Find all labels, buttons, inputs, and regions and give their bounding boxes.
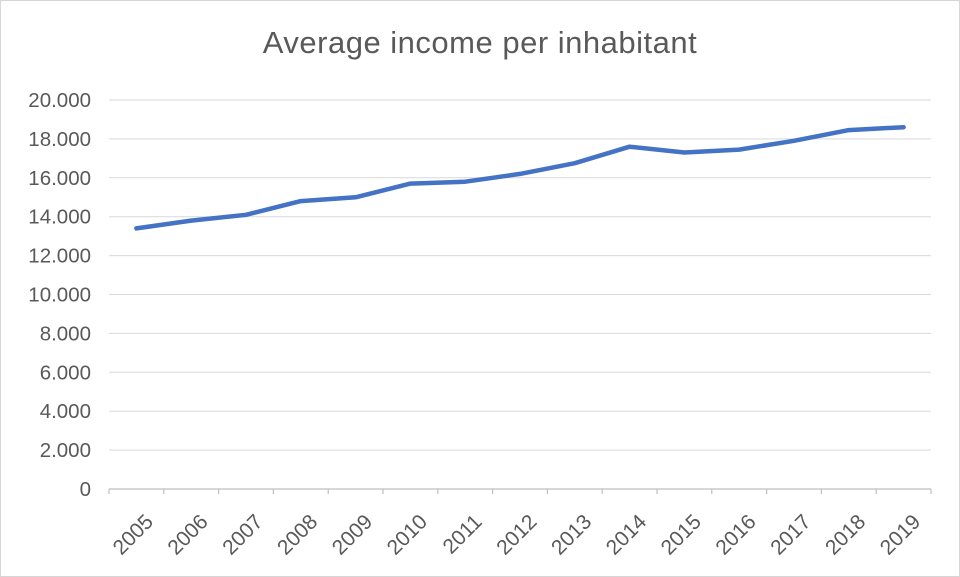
x-axis-tick-label: 2018 bbox=[821, 510, 870, 559]
y-axis-tick-label: 0 bbox=[80, 478, 91, 501]
y-axis-tick-label: 8.000 bbox=[40, 322, 91, 345]
x-axis-tick-label: 2008 bbox=[273, 510, 322, 559]
y-axis-tick-label: 6.000 bbox=[40, 361, 91, 384]
chart-title: Average income per inhabitant bbox=[262, 25, 698, 60]
x-axis-tick-label: 2015 bbox=[657, 510, 706, 559]
x-axis-tick-label: 2019 bbox=[876, 510, 925, 559]
y-axis-tick-label: 12.000 bbox=[28, 245, 91, 268]
x-axis-tick-label: 2012 bbox=[492, 510, 541, 559]
y-axis-tick-label: 4.000 bbox=[40, 400, 91, 423]
y-axis-tick-label: 2.000 bbox=[40, 439, 91, 462]
y-axis-tick-label: 18.000 bbox=[28, 128, 91, 151]
y-axis-tick-label: 10.000 bbox=[28, 284, 91, 307]
y-axis-tick-label: 20.000 bbox=[28, 89, 91, 112]
x-axis-tick-label: 2014 bbox=[602, 510, 652, 560]
x-axis-tick-label: 2013 bbox=[547, 510, 596, 559]
x-axis-tick-label: 2007 bbox=[218, 510, 267, 559]
data-series-line bbox=[134, 124, 906, 231]
y-axis-tick-label: 14.000 bbox=[28, 206, 91, 229]
x-axis-tick-label: 2006 bbox=[163, 510, 212, 559]
y-axis-tick-label: 16.000 bbox=[28, 167, 91, 190]
x-axis-tick-label: 2005 bbox=[109, 510, 158, 559]
x-axis-tick-label: 2017 bbox=[766, 510, 815, 559]
x-axis-tick-label: 2009 bbox=[328, 510, 377, 559]
x-axis-tick-label: 2011 bbox=[439, 510, 487, 558]
x-axis-tick-label: 2016 bbox=[711, 510, 760, 559]
x-axis-tick-label: 2010 bbox=[383, 510, 432, 559]
